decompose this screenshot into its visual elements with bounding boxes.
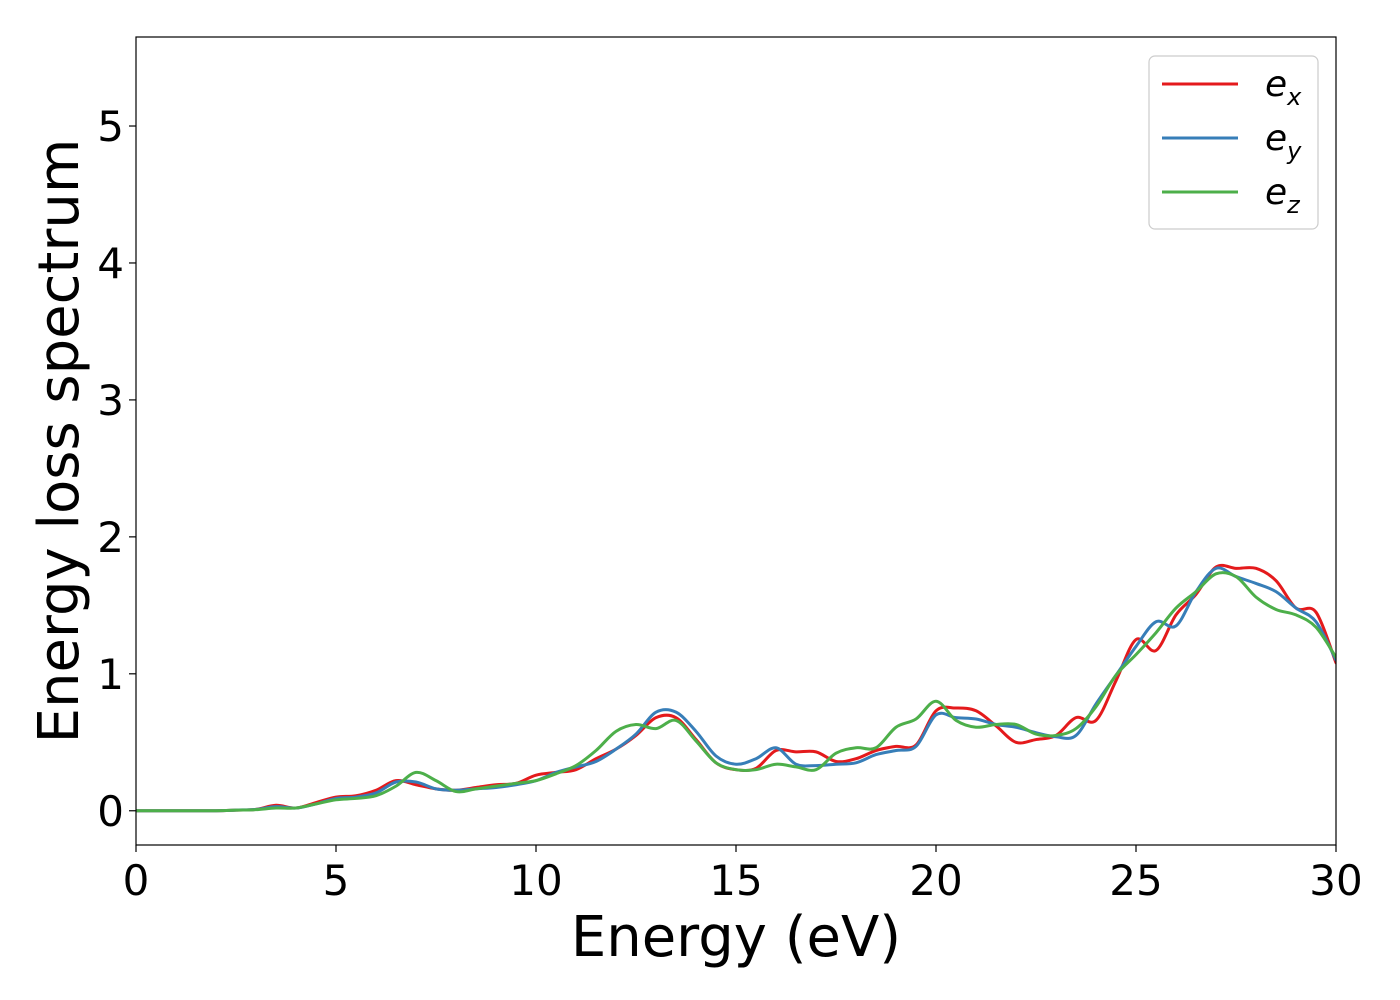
- y-tick-label: 3: [97, 376, 124, 425]
- y-tick-label: 4: [97, 239, 124, 288]
- x-tick-label: 30: [1309, 856, 1362, 905]
- y-tick-label: 5: [97, 102, 124, 151]
- series-line-ex: [136, 563, 1336, 813]
- x-tick-label: 15: [709, 856, 762, 905]
- x-tick-label: 10: [509, 856, 562, 905]
- legend-box: [1148, 55, 1319, 230]
- x-axis-title: Energy (eV): [571, 905, 901, 970]
- series-line-ez: [136, 571, 1336, 813]
- y-axis-title: Energy loss spectrum: [27, 139, 92, 744]
- y-tick-label: 0: [97, 787, 124, 836]
- y-tick-label: 2: [97, 513, 124, 562]
- y-tick-label: 1: [97, 650, 124, 699]
- x-tick-label: 20: [909, 856, 962, 905]
- legend-label-ez: ez: [1265, 172, 1301, 219]
- series-line-ey: [136, 566, 1336, 813]
- x-tick-label: 5: [323, 856, 350, 905]
- x-tick-label: 25: [1109, 856, 1162, 905]
- x-tick-label: 0: [123, 856, 150, 905]
